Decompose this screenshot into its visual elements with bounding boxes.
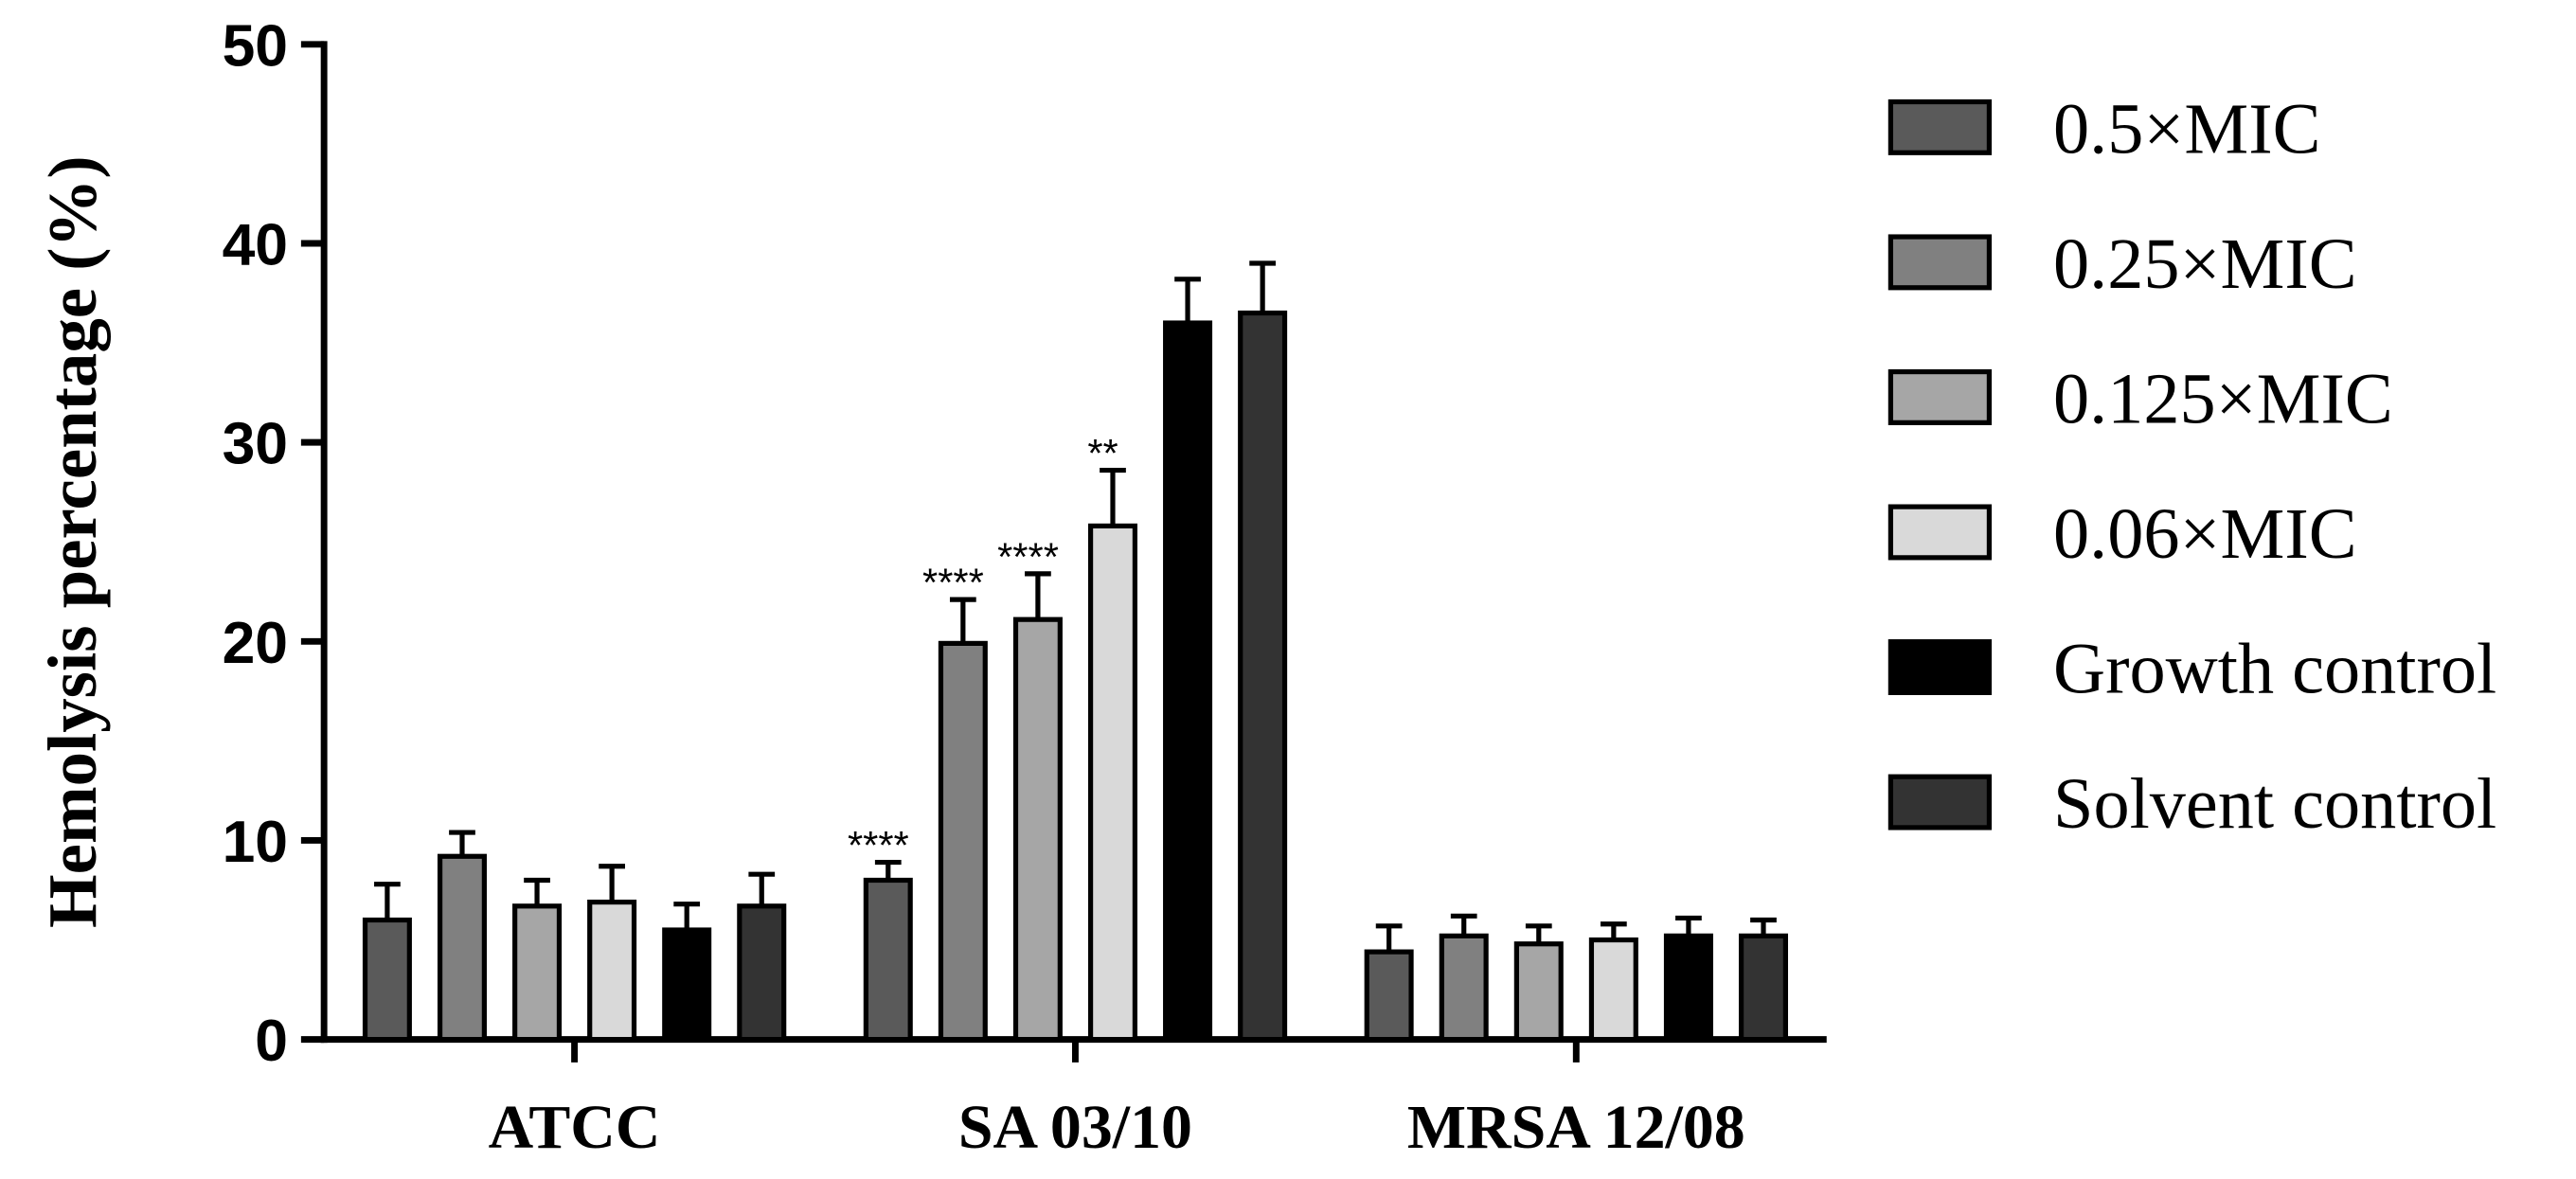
bar bbox=[863, 877, 913, 1043]
significance-label: **** bbox=[848, 823, 909, 867]
significance-label: ** bbox=[1087, 431, 1118, 475]
y-tick-label: 0 bbox=[255, 1008, 288, 1074]
bar bbox=[587, 900, 637, 1043]
y-axis-label: Hemolysis percentage (%) bbox=[34, 155, 111, 928]
significance-label: **** bbox=[922, 561, 984, 605]
significance-label: **** bbox=[997, 534, 1059, 579]
legend-swatch bbox=[1887, 504, 1993, 561]
bar bbox=[1012, 616, 1063, 1043]
bar bbox=[1439, 933, 1489, 1043]
legend-swatch bbox=[1887, 639, 1993, 695]
legend-label: 0.06×MIC bbox=[2053, 493, 2357, 574]
bar bbox=[1087, 523, 1137, 1043]
y-tick-label: 40 bbox=[223, 212, 288, 278]
bar bbox=[938, 640, 988, 1043]
y-tick-label: 10 bbox=[223, 809, 288, 875]
bar bbox=[1588, 937, 1638, 1043]
x-tick-label: MRSA 12/08 bbox=[1407, 1093, 1745, 1162]
legend-swatch bbox=[1887, 368, 1993, 425]
bar bbox=[1364, 949, 1414, 1043]
legend-label: 0.25×MIC bbox=[2053, 223, 2357, 304]
bar bbox=[437, 853, 487, 1043]
legend-swatch bbox=[1887, 234, 1993, 291]
bar bbox=[1163, 320, 1213, 1043]
bar bbox=[1513, 941, 1564, 1043]
x-tick-label: ATCC bbox=[489, 1093, 661, 1162]
legend-swatch bbox=[1887, 774, 1993, 831]
legend-label: 0.125×MIC bbox=[2053, 358, 2393, 438]
y-tick-label: 50 bbox=[223, 12, 288, 79]
legend-label: Solvent control bbox=[2053, 763, 2496, 844]
bar bbox=[512, 903, 563, 1043]
legend-label: Growth control bbox=[2053, 628, 2496, 708]
y-tick-label: 20 bbox=[223, 610, 288, 676]
x-tick-label: SA 03/10 bbox=[958, 1093, 1192, 1162]
y-tick-label: 30 bbox=[223, 411, 288, 477]
bar bbox=[1663, 933, 1713, 1043]
bar bbox=[1238, 310, 1288, 1043]
bar bbox=[662, 927, 712, 1043]
legend-label: 0.5×MIC bbox=[2053, 88, 2320, 169]
legend-swatch bbox=[1887, 98, 1993, 155]
bar bbox=[737, 903, 787, 1043]
bar bbox=[1738, 933, 1788, 1043]
bar bbox=[362, 917, 412, 1043]
